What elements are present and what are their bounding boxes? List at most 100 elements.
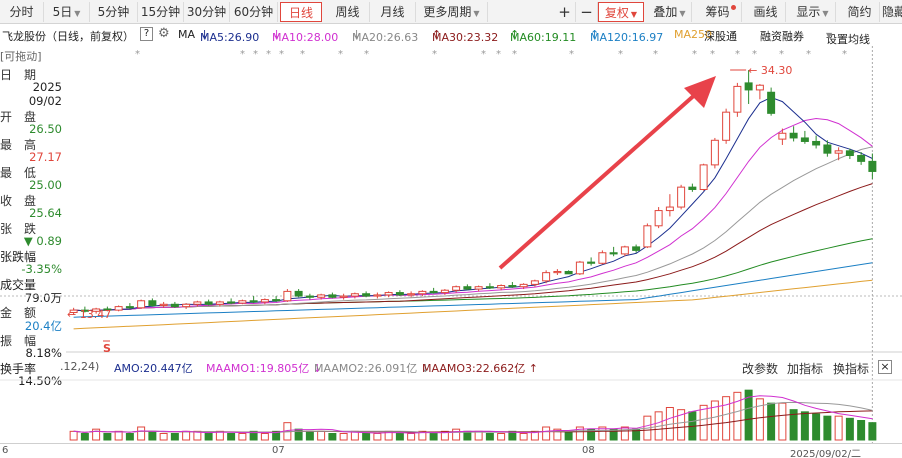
candle-body (429, 290, 438, 294)
maamo3-value: MAAMO3:22.662亿 ↑ (422, 362, 538, 375)
candle-body (710, 139, 719, 166)
volume-bar (677, 409, 686, 441)
candle-body (328, 294, 337, 298)
volume-bar (575, 426, 584, 441)
gear-icon[interactable]: ⚙ (158, 26, 170, 41)
volume-bar (688, 411, 697, 441)
volume-bar (463, 430, 472, 441)
volume-bar (452, 428, 461, 441)
x-tick-08: 08 (582, 445, 595, 456)
volume-bar (249, 430, 258, 441)
volume-bar (294, 428, 303, 441)
candle-body (812, 140, 821, 146)
candlesticks (69, 70, 877, 315)
tab-weekly[interactable]: 周线 (326, 2, 370, 22)
event-star-icon: * (512, 49, 517, 60)
volume-bar (339, 433, 348, 441)
candle-body (440, 289, 449, 294)
candle-body (204, 301, 213, 305)
volume-bar (373, 433, 382, 441)
shengu-tong-link[interactable]: 深股通 (704, 30, 737, 43)
tab-daily[interactable]: 日线 (280, 2, 322, 22)
tab-fenshi[interactable]: 分时 (0, 2, 44, 22)
fuquan-dropdown[interactable]: 复权 ▼ (598, 2, 644, 22)
candle-body (249, 300, 258, 303)
margin-trading-link[interactable]: 融资融券 (760, 30, 804, 43)
zoom-out-button[interactable]: − (576, 2, 598, 22)
chart-annotations: ← 34.30 ← 13.47 S (67, 64, 792, 355)
tab-15min[interactable]: 15分钟 (138, 2, 184, 22)
change-label: 张跌 (0, 222, 49, 236)
event-star-icon: * (481, 49, 486, 60)
ma60-value: MA60:19.11 ↑ (510, 28, 577, 44)
close-icon[interactable]: × (878, 360, 892, 374)
candle-body (789, 132, 798, 139)
tab-monthly[interactable]: 月线 (370, 2, 416, 22)
volume-bar (744, 389, 753, 441)
candle-body (564, 270, 573, 275)
chevron-down-icon: ▼ (473, 9, 480, 18)
candle-body (215, 301, 224, 305)
add-indicator-button[interactable]: 加指标 (787, 362, 824, 376)
event-markers: * * * * * * * * * * * * * * * * * * * * * * (135, 49, 847, 60)
volume-bar (227, 433, 236, 441)
help-icon[interactable]: ? (140, 27, 153, 41)
candle-body (868, 160, 877, 172)
tab-more-periods[interactable]: 更多周期 ▼ (416, 2, 488, 22)
candle-body (508, 285, 517, 288)
volume-ma-lines (73, 395, 873, 434)
candle-body (575, 261, 584, 275)
event-star-icon: * (569, 49, 574, 60)
ma30-line (73, 183, 873, 312)
volume-bar (92, 428, 101, 441)
volume-bar (305, 430, 314, 441)
volume-bar (80, 433, 89, 441)
event-star-icon: * (653, 49, 658, 60)
hide-button[interactable]: 隐藏 (882, 5, 902, 19)
chip-button[interactable]: 筹码 (700, 2, 742, 22)
tab-5min[interactable]: 5分钟 (90, 2, 138, 22)
amo-value: AMO:20.447亿 (114, 362, 193, 375)
candle-body (452, 286, 461, 291)
change-value: ▼ 0.89 (23, 234, 62, 248)
pct-value: -3.35% (21, 262, 62, 276)
drag-hint[interactable]: [可拖动] (0, 50, 42, 63)
high-label: 最高 (0, 138, 49, 152)
low-marker-label: ← 13.47 (67, 308, 111, 321)
ma5-line (73, 96, 873, 312)
candle-body (193, 301, 202, 305)
candle-body (103, 308, 112, 311)
tab-30min[interactable]: 30分钟 (184, 2, 230, 22)
overlay-dropdown[interactable]: 叠加 ▼ (648, 2, 692, 22)
volume-bar (407, 433, 416, 441)
chevron-down-icon: ▼ (74, 9, 81, 18)
candle-body (407, 293, 416, 296)
tab-5day[interactable]: 5日 ▼ (44, 2, 90, 22)
simple-mode-button[interactable]: 简约 (840, 2, 880, 22)
maamo1-value: MAAMO1:19.805亿 ↓ (206, 362, 322, 375)
volume-bar (767, 402, 776, 441)
volume-label: 成交量 (0, 278, 37, 292)
chevron-down-icon: ▼ (679, 9, 686, 18)
tab-60min[interactable]: 60分钟 (230, 2, 278, 22)
volume-bar (542, 426, 551, 441)
maamo2-line (73, 401, 873, 434)
volume-bar (834, 415, 843, 441)
change-params-button[interactable]: 改参数 (742, 362, 779, 376)
draw-line-button[interactable]: 画线 (746, 2, 786, 22)
event-star-icon: * (806, 49, 811, 60)
event-star-icon: * (618, 49, 623, 60)
s-signal-icon: S (103, 342, 111, 355)
turnover-label: 换手率 (0, 362, 37, 376)
candle-body (744, 82, 753, 91)
candle-body (227, 301, 236, 304)
x-tick-end: 2025/09/02/二 (790, 449, 862, 458)
switch-indicator-button[interactable]: 换指标 (833, 362, 870, 376)
open-value: 26.50 (29, 122, 62, 136)
zoom-in-button[interactable]: + (554, 2, 576, 22)
chevron-down-icon: ▼ (822, 9, 829, 18)
candle-body (362, 293, 371, 297)
display-dropdown[interactable]: 显示 ▼ (790, 2, 836, 22)
candle-body (553, 270, 562, 274)
